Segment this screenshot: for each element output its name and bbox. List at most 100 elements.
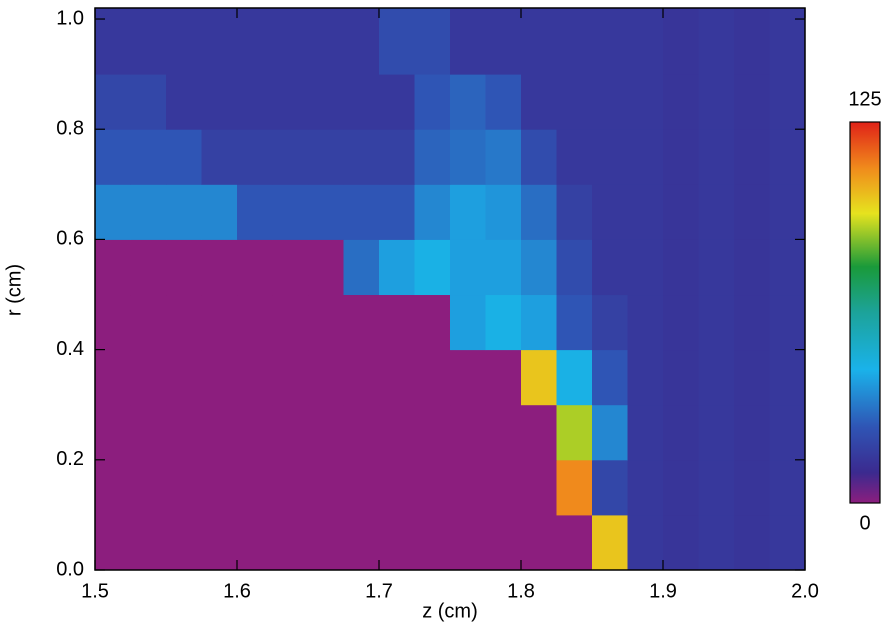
heatmap-cell xyxy=(557,460,593,516)
heatmap-cell xyxy=(628,129,664,185)
x-tick-label: 1.9 xyxy=(649,580,677,602)
heatmap-cell xyxy=(699,460,735,516)
heatmap-cell xyxy=(273,129,309,185)
heatmap-cell xyxy=(95,184,131,240)
heatmap-cell xyxy=(734,350,770,406)
heatmap-cell xyxy=(202,8,238,75)
heatmap-cell xyxy=(521,129,557,185)
y-tick-label: 1.0 xyxy=(56,7,84,29)
x-tick-label: 2.0 xyxy=(791,580,819,602)
heatmap-cell xyxy=(521,184,557,240)
heatmap-cell xyxy=(450,460,486,516)
heatmap-cell xyxy=(166,295,202,351)
heatmap-cell xyxy=(131,350,167,406)
heatmap-cell xyxy=(592,184,628,240)
heatmap-cell xyxy=(131,239,167,295)
heatmap-cell xyxy=(450,405,486,461)
heatmap-cell xyxy=(415,515,451,571)
heatmap-cell xyxy=(273,350,309,406)
heatmap-cell xyxy=(663,8,699,75)
x-tick-label: 1.7 xyxy=(365,580,393,602)
heatmap-cell xyxy=(450,295,486,351)
heatmap-cell xyxy=(344,184,380,240)
heatmap-cell xyxy=(592,405,628,461)
heatmap-cell xyxy=(415,460,451,516)
heatmap-cell xyxy=(237,295,273,351)
heatmap-cell xyxy=(273,74,309,130)
heatmap-cell xyxy=(557,239,593,295)
heatmap-cell xyxy=(450,129,486,185)
heatmap-cell xyxy=(592,460,628,516)
heatmap-cell xyxy=(663,129,699,185)
heatmap-cell xyxy=(344,405,380,461)
heatmap-cell xyxy=(450,184,486,240)
heatmap-cell xyxy=(663,239,699,295)
y-tick-label: 0.8 xyxy=(56,117,84,139)
heatmap-cell xyxy=(237,405,273,461)
heatmap-cell xyxy=(486,405,522,461)
heatmap-cell xyxy=(131,405,167,461)
heatmap-cell xyxy=(699,239,735,295)
heatmap-cell xyxy=(521,460,557,516)
heatmap-cell xyxy=(202,460,238,516)
heatmap-cell xyxy=(557,8,593,75)
heatmap-cell xyxy=(592,515,628,571)
heatmap-cell xyxy=(202,295,238,351)
heatmap-cell xyxy=(663,184,699,240)
heatmap-cell xyxy=(486,129,522,185)
heatmap-cell xyxy=(628,295,664,351)
heatmap-cell xyxy=(95,460,131,516)
heatmap-cell xyxy=(628,184,664,240)
heatmap-cell xyxy=(379,74,415,130)
heatmap-cell xyxy=(557,350,593,406)
heatmap-cell xyxy=(166,350,202,406)
heatmap-cell xyxy=(486,239,522,295)
heatmap-cell xyxy=(521,295,557,351)
heatmap-cell xyxy=(273,405,309,461)
heatmap-cell xyxy=(699,515,735,571)
heatmap-cell xyxy=(95,405,131,461)
y-tick-label: 0.4 xyxy=(56,338,84,360)
heatmap-cell xyxy=(592,239,628,295)
heatmap-cell xyxy=(628,460,664,516)
heatmap-cell xyxy=(663,515,699,571)
heatmap-cell xyxy=(308,460,344,516)
heatmap-cell xyxy=(734,184,770,240)
y-axis-label: r (cm) xyxy=(3,264,25,316)
colorbar-max-label: 125 xyxy=(848,88,881,110)
heatmap-cell xyxy=(450,350,486,406)
heatmap-cell xyxy=(486,8,522,75)
heatmap-cell xyxy=(521,350,557,406)
heatmap-cell xyxy=(557,74,593,130)
heatmap-cell xyxy=(166,515,202,571)
heatmap-cell xyxy=(344,515,380,571)
heatmap-cell xyxy=(628,74,664,130)
heatmap-cell xyxy=(663,295,699,351)
heatmap-cell xyxy=(379,350,415,406)
heatmap-cell xyxy=(273,239,309,295)
y-tick-label: 0.6 xyxy=(56,228,84,250)
heatmap-cell xyxy=(450,515,486,571)
heatmap-cell xyxy=(95,350,131,406)
heatmap-cell xyxy=(415,350,451,406)
heatmap-cell xyxy=(308,239,344,295)
heatmap-cell xyxy=(628,350,664,406)
heatmap-cell xyxy=(308,295,344,351)
heatmap-cell xyxy=(131,515,167,571)
heatmap-cell xyxy=(699,295,735,351)
heatmap-cell xyxy=(379,184,415,240)
heatmap-cell xyxy=(415,184,451,240)
y-tick-label: 0.0 xyxy=(56,558,84,580)
heatmap-cell xyxy=(592,74,628,130)
heatmap-cell xyxy=(202,515,238,571)
heatmap-cell xyxy=(202,350,238,406)
heatmap-cell xyxy=(273,515,309,571)
heatmap-cell xyxy=(344,239,380,295)
heatmap-cell xyxy=(131,8,167,75)
heatmap-cell xyxy=(131,184,167,240)
heatmap-cell xyxy=(95,239,131,295)
heatmap-cell xyxy=(379,515,415,571)
heatmap-cell xyxy=(202,129,238,185)
heatmap-cell xyxy=(663,350,699,406)
